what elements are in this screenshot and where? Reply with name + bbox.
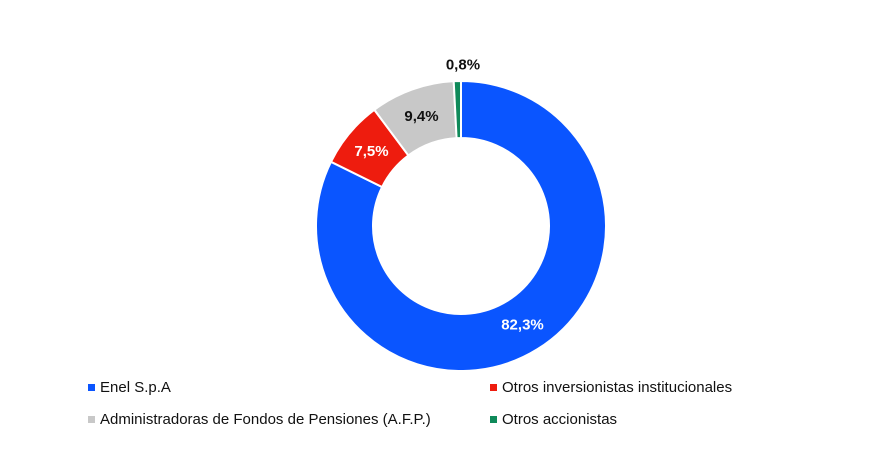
data-label-otros-inversionistas: 7,5%	[354, 143, 388, 160]
legend-label-enel: Enel S.p.A	[100, 378, 171, 396]
legend-swatch-otros-inversionistas	[490, 383, 497, 391]
legend-item-otros-accionistas: Otros accionistas	[490, 408, 830, 430]
slice-enel	[315, 79, 607, 370]
legend-swatch-afp	[88, 415, 95, 423]
donut-chart: 82,3% 7,5% 9,4% 0,8%	[315, 57, 607, 370]
data-label-otros-accionistas: 0,8%	[446, 57, 480, 74]
legend-label-afp: Administradoras de Fondos de Pensiones (…	[100, 410, 431, 428]
slice-otros-accionistas	[452, 79, 462, 140]
data-label-afp: 9,4%	[404, 108, 438, 125]
chart-legend: Enel S.p.A Otros inversionistas instituc…	[88, 376, 848, 430]
legend-label-otros-accionistas: Otros accionistas	[502, 410, 618, 428]
legend-item-enel: Enel S.p.A	[88, 376, 490, 398]
legend-swatch-otros-accionistas	[490, 415, 497, 423]
legend-item-afp: Administradoras de Fondos de Pensiones (…	[88, 408, 490, 430]
legend-label-otros-inversionistas: Otros inversionistas institucionales	[502, 378, 733, 396]
legend-swatch-enel	[88, 383, 95, 391]
data-label-enel: 82,3%	[501, 316, 544, 333]
legend-item-otros-inversionistas: Otros inversionistas institucionales	[490, 376, 830, 398]
